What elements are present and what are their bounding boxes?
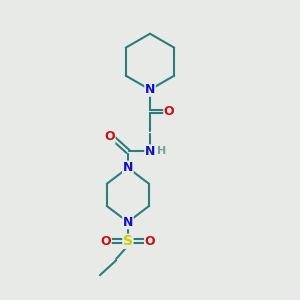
Text: N: N	[145, 83, 155, 96]
Text: O: O	[100, 235, 111, 248]
Text: N: N	[145, 145, 155, 158]
Text: O: O	[164, 105, 175, 118]
Text: N: N	[123, 161, 133, 174]
Text: S: S	[123, 234, 133, 248]
Text: N: N	[123, 216, 133, 229]
Text: H: H	[157, 146, 166, 157]
Text: O: O	[104, 130, 115, 143]
Text: O: O	[145, 235, 155, 248]
